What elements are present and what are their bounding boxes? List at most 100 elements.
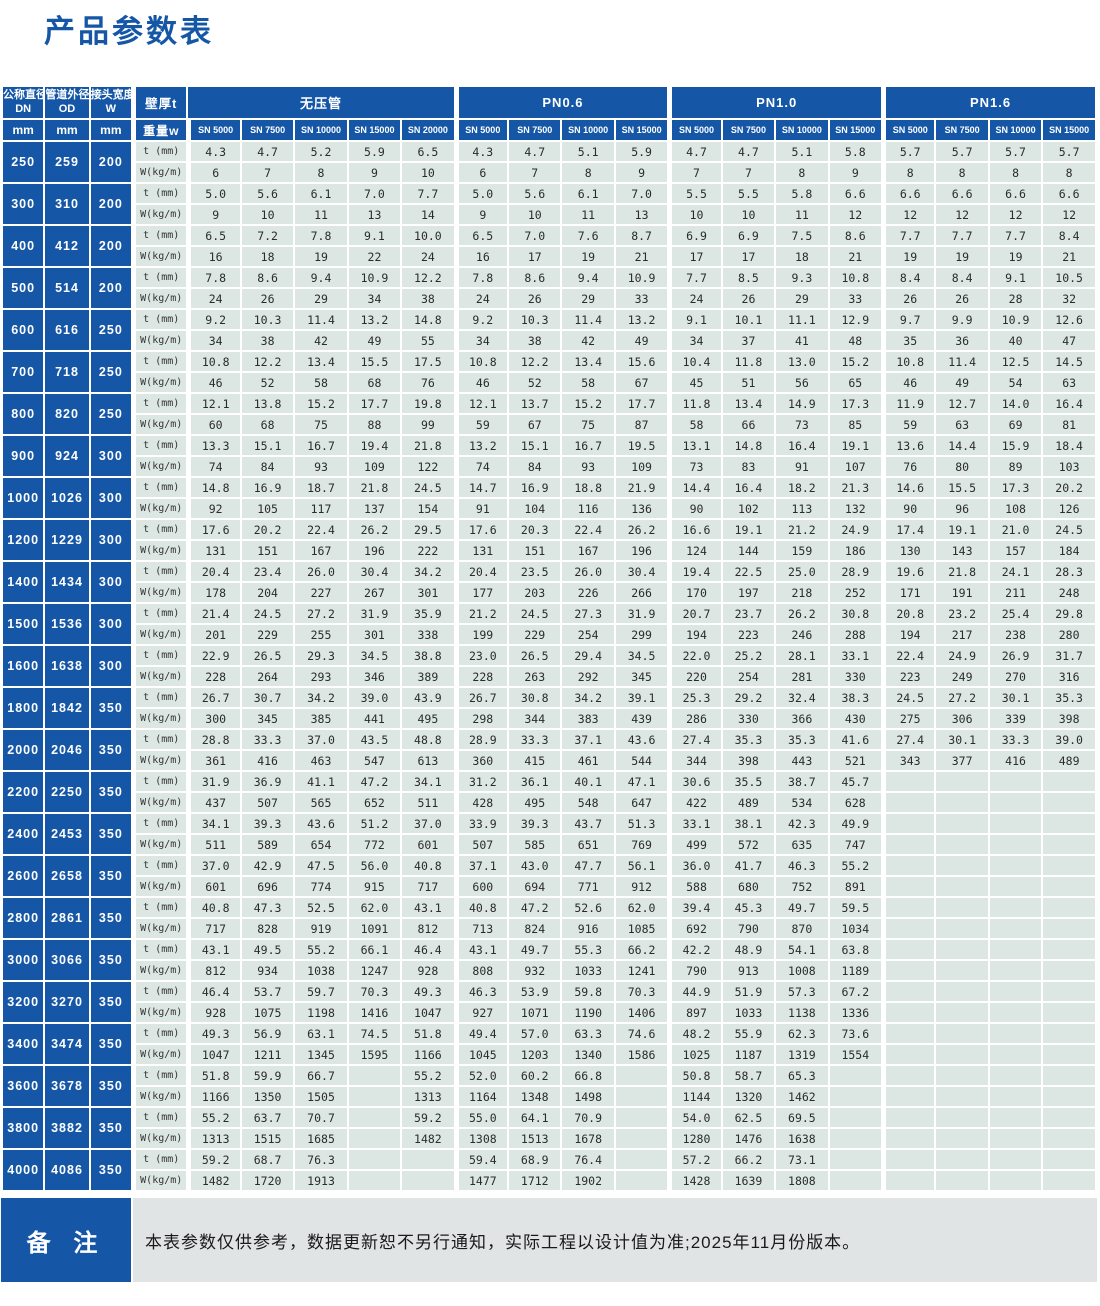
t-cell: 24.5 [883, 688, 935, 707]
od-value: 2250 [45, 772, 89, 812]
t-cell: 55.0 [455, 1108, 508, 1127]
w-cell: 199 [455, 625, 508, 644]
w-cell: 49 [615, 331, 668, 350]
w-cell [1043, 919, 1095, 938]
w-cell: 263 [509, 667, 561, 686]
od-value: 1536 [45, 604, 89, 644]
t-cell: 12.9 [829, 310, 882, 329]
table-row: W(kg/m) 16 18 19 22 24 16 17 19 21 17 17 18 21 19 19 19 2… [3, 247, 1095, 266]
w-cell: 316 [1043, 667, 1095, 686]
w-cell [1043, 1045, 1095, 1064]
w-cell: 772 [348, 835, 401, 854]
t-cell: 52.6 [562, 898, 614, 917]
t-cell: 31.7 [1043, 646, 1095, 665]
t-cell: 26.2 [776, 604, 828, 623]
w-cell [1043, 835, 1095, 854]
t-cell: 37.1 [562, 730, 614, 749]
w-cell: 93 [562, 457, 614, 476]
w-cell: 26 [241, 289, 294, 308]
w-cell: 91 [455, 499, 508, 518]
od-value: 2046 [45, 730, 89, 770]
sn-header: SN 10000 [562, 120, 614, 140]
t-cell: 8.6 [829, 226, 882, 245]
t-cell: 70.3 [348, 982, 401, 1001]
t-cell [883, 1066, 935, 1085]
w-cell: 33 [615, 289, 668, 308]
t-cell: 55.9 [722, 1024, 775, 1043]
w-cell: 927 [455, 1003, 508, 1022]
t-cell: 28.3 [1043, 562, 1095, 581]
t-cell: 57.2 [669, 1150, 721, 1169]
t-cell [1043, 772, 1095, 791]
t-cell: 48.8 [402, 730, 454, 749]
w-cell: 26 [936, 289, 988, 308]
t-cell [615, 1150, 668, 1169]
w-cell: 1280 [669, 1129, 721, 1148]
t-cell: 6.9 [722, 226, 775, 245]
t-cell: 14.8 [722, 436, 775, 455]
t-row-label: t (mm) [133, 898, 187, 917]
t-cell: 30.4 [615, 562, 668, 581]
t-cell: 5.1 [776, 142, 828, 161]
w-cell [348, 1129, 401, 1148]
t-cell: 6.6 [989, 184, 1042, 203]
w-cell: 73 [776, 415, 828, 434]
w-cell [829, 1087, 882, 1106]
column-header-dn: 公称直径 DN [3, 87, 44, 118]
t-cell: 43.1 [188, 940, 240, 959]
t-cell: 4.7 [509, 142, 561, 161]
w-row-label: W(kg/m) [133, 373, 187, 392]
w-cell: 10 [509, 205, 561, 224]
t-cell: 7.8 [295, 226, 347, 245]
t-cell: 66.7 [295, 1066, 347, 1085]
w-cell: 171 [883, 583, 935, 602]
w-cell: 1345 [295, 1045, 347, 1064]
w-cell: 211 [989, 583, 1042, 602]
w-cell: 1595 [348, 1045, 401, 1064]
t-cell [989, 772, 1042, 791]
t-cell: 59.5 [829, 898, 882, 917]
t-cell: 43.6 [615, 730, 668, 749]
w-cell: 157 [989, 541, 1042, 560]
dn-value: 500 [3, 268, 44, 308]
w-cell: 42 [295, 331, 347, 350]
w-cell [348, 1171, 401, 1190]
od-value: 1026 [45, 478, 89, 518]
t-cell: 34.2 [295, 688, 347, 707]
w-cell: 1340 [562, 1045, 614, 1064]
t-cell: 22.4 [295, 520, 347, 539]
table-row: 2800 2861 350 t (mm) 40.8 47.3 52.5 62.0 43.1 40.… [3, 898, 1095, 938]
w-cell: 293 [295, 667, 347, 686]
t-cell: 20.4 [188, 562, 240, 581]
t-cell: 41.1 [295, 772, 347, 791]
t-cell: 9.2 [188, 310, 240, 329]
w-cell: 117 [295, 499, 347, 518]
w-value: 200 [90, 268, 132, 308]
w-cell: 11 [776, 205, 828, 224]
w-cell: 495 [402, 709, 454, 728]
w-cell: 13 [615, 205, 668, 224]
t-cell: 18.7 [295, 478, 347, 497]
w-cell: 46 [455, 373, 508, 392]
w-cell: 248 [1043, 583, 1095, 602]
w-cell: 9 [829, 163, 882, 182]
w-cell [615, 1129, 668, 1148]
table-row: W(kg/m) 1047 1211 1345 1595 1166 1045 1203 1340 1… [3, 1045, 1095, 1064]
w-cell: 38 [402, 289, 454, 308]
w-cell: 58 [669, 415, 721, 434]
w-cell: 143 [936, 541, 988, 560]
t-cell: 10.8 [188, 352, 240, 371]
w-cell: 184 [1043, 541, 1095, 560]
table-row: 250 259 200 t (mm) 4.3 4.7 5.2 5.9 6.5 4.3 4.7 5.1 5… [3, 142, 1095, 182]
t-cell: 62.5 [722, 1108, 775, 1127]
w-cell: 46 [883, 373, 935, 392]
w-row-label: W(kg/m) [133, 289, 187, 308]
t-cell: 53.9 [509, 982, 561, 1001]
dn-value: 2600 [3, 856, 44, 896]
w-value: 350 [90, 1108, 132, 1148]
t-cell: 58.7 [722, 1066, 775, 1085]
od-value: 3474 [45, 1024, 89, 1064]
w-cell: 298 [455, 709, 508, 728]
w-cell: 345 [615, 667, 668, 686]
w-cell: 1034 [829, 919, 882, 938]
